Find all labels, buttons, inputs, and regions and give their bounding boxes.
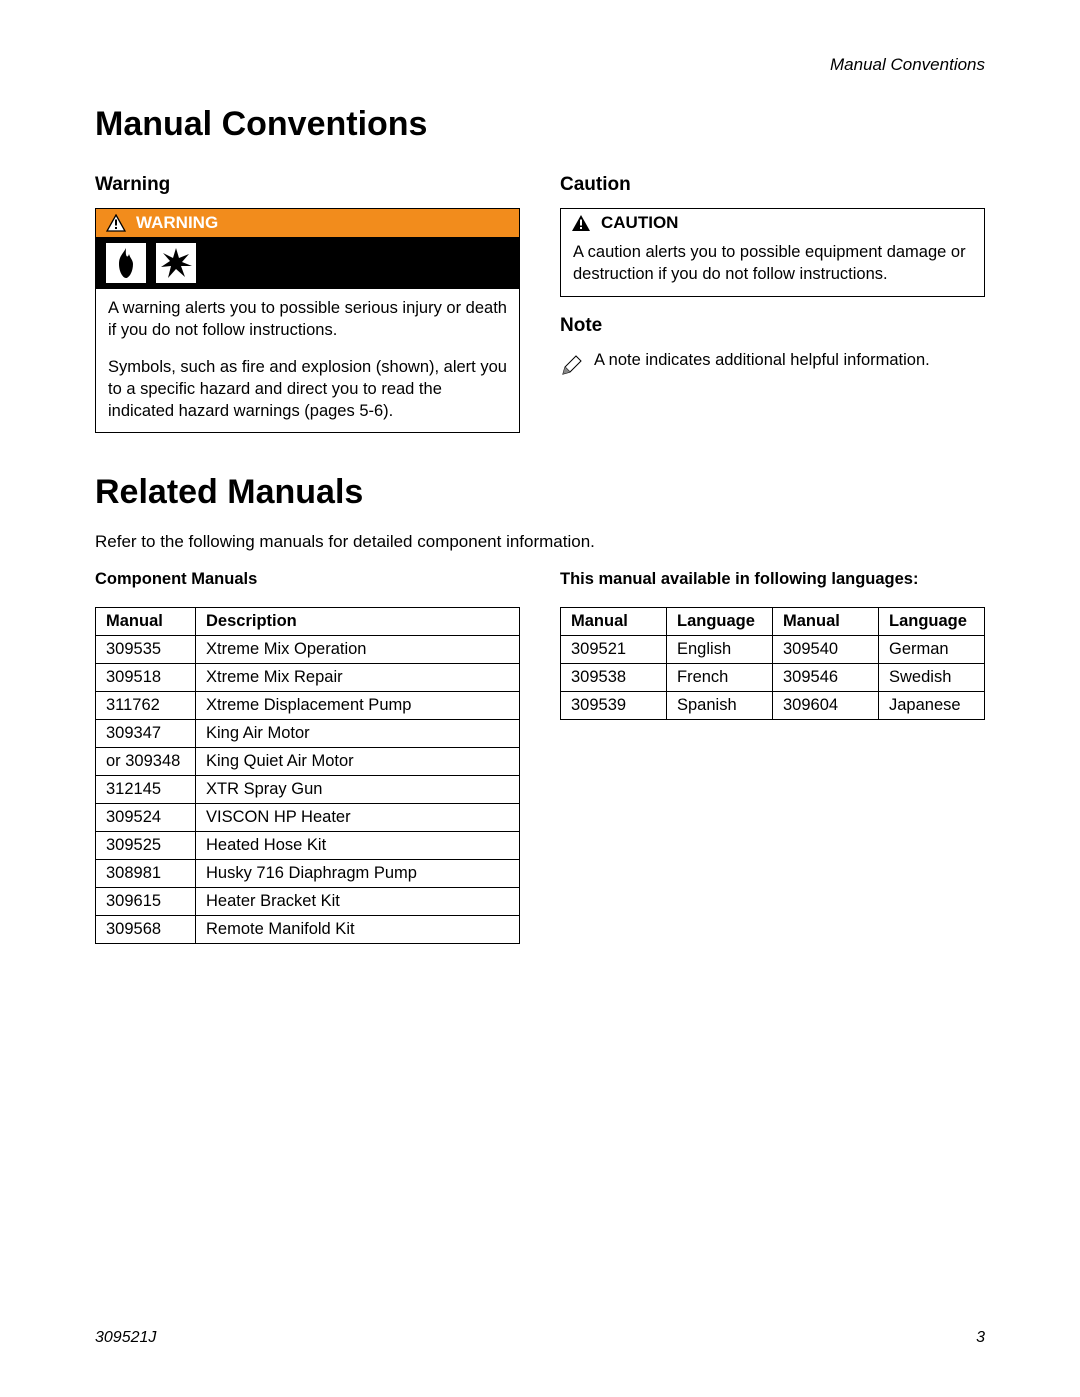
page: Manual Conventions Manual Conventions Wa… [0,0,1080,994]
cell-manual: 309568 [96,916,196,944]
cell-manual: 312145 [96,776,196,804]
component-manuals-col: Component Manuals Manual Description 309… [95,570,520,944]
col-manual: Manual [561,608,667,636]
cell-description: Xtreme Mix Repair [196,664,520,692]
col-language: Language [667,608,773,636]
table-row: 309525Heated Hose Kit [96,832,520,860]
cell-manual: 311762 [96,692,196,720]
col-language: Language [879,608,985,636]
pencil-icon [560,353,584,377]
note-text: A note indicates additional helpful info… [594,351,930,370]
alert-triangle-icon [571,214,591,232]
cell-language: French [667,664,773,692]
languages-table: Manual Language Manual Language 309521En… [560,607,985,720]
fire-icon [106,243,146,283]
cell-manual: 309546 [773,664,879,692]
warning-text-1: A warning alerts you to possible serious… [108,297,507,342]
caution-banner-label: CAUTION [601,213,678,233]
table-header-row: Manual Description [96,608,520,636]
cell-language: Spanish [667,692,773,720]
running-header: Manual Conventions [95,55,985,75]
cell-description: Xtreme Mix Operation [196,636,520,664]
note-heading: Note [560,315,985,337]
languages-subhead: This manual available in following langu… [560,570,985,589]
component-table: Manual Description 309535Xtreme Mix Oper… [95,607,520,944]
table-row: 309568Remote Manifold Kit [96,916,520,944]
component-subhead: Component Manuals [95,570,520,589]
cell-description: Husky 716 Diaphragm Pump [196,860,520,888]
table-row: 312145XTR Spray Gun [96,776,520,804]
cell-manual: 309525 [96,832,196,860]
cell-manual: 309521 [561,636,667,664]
cell-manual: 309347 [96,720,196,748]
cell-description: King Air Motor [196,720,520,748]
cell-manual: 308981 [96,860,196,888]
col-manual: Manual [96,608,196,636]
warning-banner: WARNING [96,209,519,238]
cell-language: Japanese [879,692,985,720]
caution-box: CAUTION A caution alerts you to possible… [560,208,985,297]
caution-body: A caution alerts you to possible equipme… [561,233,984,296]
caution-heading: Caution [560,174,985,196]
heading-related-manuals: Related Manuals [95,473,985,512]
tables-columns: Component Manuals Manual Description 309… [95,570,985,944]
table-row: 309539Spanish309604Japanese [561,692,985,720]
cell-manual: 309539 [561,692,667,720]
table-row: 309521English309540German [561,636,985,664]
warning-column: Warning WARNING [95,164,520,433]
table-row: 309518Xtreme Mix Repair [96,664,520,692]
table-row: 309347King Air Motor [96,720,520,748]
languages-col: This manual available in following langu… [560,570,985,944]
cell-description: Remote Manifold Kit [196,916,520,944]
cell-manual: 309538 [561,664,667,692]
table-row: 309535Xtreme Mix Operation [96,636,520,664]
table-row: 311762Xtreme Displacement Pump [96,692,520,720]
warning-text-2: Symbols, such as fire and explosion (sho… [108,356,507,423]
conventions-columns: Warning WARNING [95,164,985,433]
page-number: 3 [976,1329,985,1347]
warning-body: A warning alerts you to possible serious… [96,289,519,432]
table-row: 308981Husky 716 Diaphragm Pump [96,860,520,888]
heading-manual-conventions: Manual Conventions [95,105,985,144]
cell-manual: 309540 [773,636,879,664]
cell-description: Xtreme Displacement Pump [196,692,520,720]
table-row: 309538French309546Swedish [561,664,985,692]
cell-manual: or 309348 [96,748,196,776]
note-row: A note indicates additional helpful info… [560,351,985,377]
caution-note-column: Caution CAUTION A caution alerts you to … [560,164,985,433]
cell-description: Heater Bracket Kit [196,888,520,916]
cell-description: King Quiet Air Motor [196,748,520,776]
hazard-icon-strip [96,238,519,289]
cell-manual: 309604 [773,692,879,720]
col-description: Description [196,608,520,636]
cell-description: Heated Hose Kit [196,832,520,860]
doc-id: 309521J [95,1329,156,1347]
table-row: 309524VISCON HP Heater [96,804,520,832]
cell-manual: 309518 [96,664,196,692]
cell-language: Swedish [879,664,985,692]
cell-language: English [667,636,773,664]
related-intro: Refer to the following manuals for detai… [95,532,985,552]
table-header-row: Manual Language Manual Language [561,608,985,636]
cell-language: German [879,636,985,664]
cell-description: VISCON HP Heater [196,804,520,832]
table-row: or 309348King Quiet Air Motor [96,748,520,776]
page-footer: 309521J 3 [95,1329,985,1347]
warning-heading: Warning [95,174,520,196]
caution-banner: CAUTION [561,209,984,233]
col-manual: Manual [773,608,879,636]
cell-manual: 309535 [96,636,196,664]
warning-box: WARNING A warning alerts you [95,208,520,433]
explosion-icon [156,243,196,283]
alert-triangle-icon [106,214,126,232]
table-row: 309615Heater Bracket Kit [96,888,520,916]
cell-description: XTR Spray Gun [196,776,520,804]
cell-manual: 309524 [96,804,196,832]
warning-banner-label: WARNING [136,213,218,233]
cell-manual: 309615 [96,888,196,916]
